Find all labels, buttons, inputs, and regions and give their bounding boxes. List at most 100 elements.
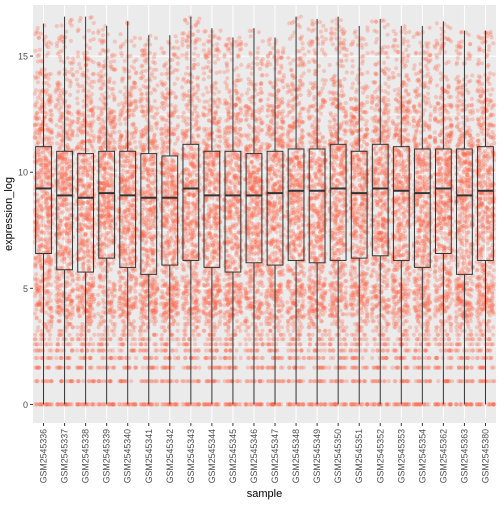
data-point <box>126 159 130 163</box>
data-point <box>150 168 154 172</box>
data-point <box>49 299 53 303</box>
data-point <box>89 202 93 206</box>
data-point <box>190 296 194 300</box>
data-point <box>194 123 198 127</box>
data-point <box>81 183 85 187</box>
data-point <box>117 245 121 249</box>
data-point <box>91 60 95 64</box>
data-point <box>139 133 143 137</box>
data-point <box>104 233 108 237</box>
data-point <box>57 319 61 323</box>
data-point <box>192 52 196 56</box>
data-point <box>39 97 43 101</box>
data-point <box>155 289 159 293</box>
data-point <box>129 379 133 383</box>
data-point <box>165 309 169 313</box>
data-point <box>191 333 195 337</box>
data-point <box>50 203 54 207</box>
data-point <box>149 366 153 370</box>
data-point <box>121 42 125 46</box>
data-point <box>189 180 193 184</box>
data-point <box>151 253 155 257</box>
data-point <box>76 183 80 187</box>
data-point <box>117 315 121 319</box>
data-point <box>152 55 156 59</box>
data-point <box>56 337 60 341</box>
data-point <box>35 136 39 140</box>
data-point <box>160 46 164 50</box>
data-point <box>176 56 180 60</box>
data-point <box>188 122 192 126</box>
data-point <box>186 43 190 47</box>
data-point <box>150 206 154 210</box>
data-point <box>147 263 151 267</box>
data-point <box>131 231 135 235</box>
data-point <box>90 80 94 84</box>
data-point <box>175 287 179 291</box>
data-point <box>195 111 199 115</box>
data-point <box>196 190 200 194</box>
data-point <box>109 379 113 383</box>
data-point <box>146 178 150 182</box>
data-point <box>86 238 90 242</box>
data-point <box>196 54 200 58</box>
data-point <box>62 229 66 233</box>
data-point <box>141 128 145 132</box>
data-point <box>78 127 82 131</box>
data-point <box>190 228 194 232</box>
data-point <box>111 261 115 265</box>
data-point <box>88 285 92 289</box>
data-point <box>128 184 132 188</box>
data-point <box>44 35 48 39</box>
data-point <box>155 275 159 279</box>
data-point <box>89 337 93 341</box>
data-point <box>49 402 53 406</box>
data-point <box>141 114 145 118</box>
data-point <box>186 292 190 296</box>
data-point <box>169 65 173 69</box>
data-point <box>155 366 159 370</box>
data-point <box>113 130 117 134</box>
data-point <box>186 238 190 242</box>
data-point <box>171 219 175 223</box>
data-point <box>150 315 154 319</box>
data-point <box>47 40 51 44</box>
data-point <box>146 255 150 259</box>
data-point <box>162 51 166 55</box>
data-point <box>84 95 88 99</box>
data-point <box>90 402 94 406</box>
data-point <box>109 356 113 360</box>
data-point <box>100 255 104 259</box>
data-point <box>142 233 146 237</box>
data-point <box>186 184 190 188</box>
data-point <box>147 174 151 178</box>
data-point <box>46 248 50 252</box>
data-point <box>39 124 43 128</box>
data-point <box>173 68 177 72</box>
data-point <box>175 300 179 304</box>
data-point <box>192 348 196 352</box>
data-point <box>118 285 122 289</box>
data-point <box>33 49 37 53</box>
data-point <box>54 275 58 279</box>
data-point <box>168 166 172 170</box>
data-point <box>176 115 180 119</box>
data-point <box>191 66 195 70</box>
data-point <box>89 315 93 319</box>
data-point <box>109 174 113 178</box>
data-point <box>66 216 70 220</box>
data-point <box>38 319 42 323</box>
data-point <box>110 54 114 58</box>
data-point <box>155 263 159 267</box>
data-point <box>34 88 38 92</box>
data-point <box>92 136 96 140</box>
data-point <box>96 262 100 266</box>
data-point <box>87 29 91 33</box>
data-point <box>79 257 83 261</box>
data-point <box>64 221 68 225</box>
data-point <box>130 136 134 140</box>
data-point <box>121 169 125 173</box>
data-point <box>184 366 188 370</box>
data-point <box>127 208 131 212</box>
data-point <box>99 70 103 74</box>
